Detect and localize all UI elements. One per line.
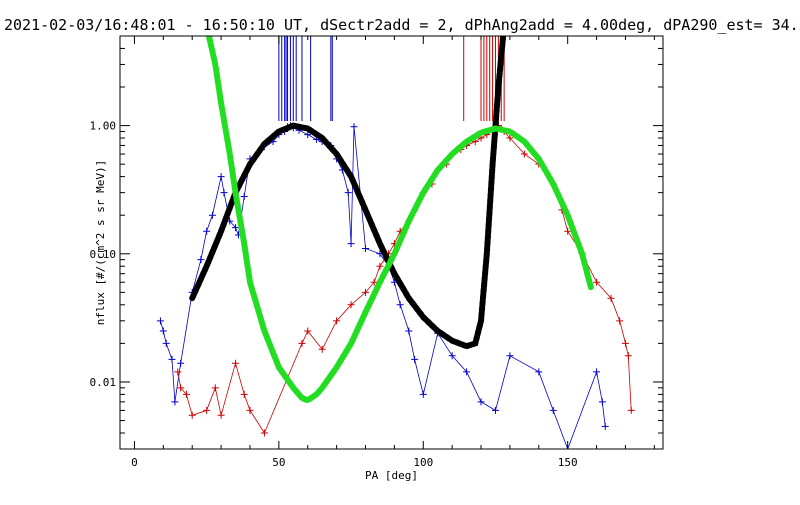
series-0-point-5 xyxy=(177,359,185,367)
series-0-point-49 xyxy=(549,406,557,414)
series-0-point-11 xyxy=(220,189,228,197)
series-0-point-32 xyxy=(347,240,355,248)
series-0-point-45 xyxy=(477,398,485,406)
series-0-point-2 xyxy=(162,339,170,347)
series-1-point-14 xyxy=(333,317,341,325)
series-0-point-31 xyxy=(344,189,352,197)
series-1-point-40 xyxy=(520,150,528,158)
series-0-point-33 xyxy=(350,123,358,131)
x-tick-label-0: 0 xyxy=(131,456,138,469)
series-1-point-13 xyxy=(318,345,326,353)
series-0-point-52 xyxy=(598,398,606,406)
series-0-point-7 xyxy=(197,256,205,264)
series-1-point-10 xyxy=(260,429,268,437)
y-tick-label-0: 0.01 xyxy=(90,376,117,389)
series-1-point-48 xyxy=(616,317,624,325)
series-1-point-47 xyxy=(607,294,615,302)
series-0-point-3 xyxy=(168,355,176,363)
series-0-point-48 xyxy=(535,368,543,376)
series-1-point-50 xyxy=(624,352,632,360)
series-0-point-51 xyxy=(593,368,601,376)
series-0-point-0 xyxy=(156,317,164,325)
series-3 xyxy=(205,36,594,404)
y-tick-label-2: 1.00 xyxy=(90,120,117,133)
x-tick-label-3: 150 xyxy=(558,456,578,469)
series-1-point-16 xyxy=(362,288,370,296)
series-1-point-49 xyxy=(621,339,629,347)
series-1-point-17 xyxy=(370,278,378,286)
series-line-0 xyxy=(160,125,606,449)
series-2 xyxy=(189,36,507,350)
y-tick-label-1: 0.10 xyxy=(90,248,117,261)
series-1-point-3 xyxy=(188,411,196,419)
series-1-point-46 xyxy=(593,278,601,286)
y-axis-label: nflux [#/(cm^2 s sr MeV)] xyxy=(94,160,107,326)
x-tick-label-2: 100 xyxy=(413,456,433,469)
series-0-point-41 xyxy=(419,390,427,398)
series-0-point-10 xyxy=(217,173,225,181)
series-0-point-44 xyxy=(463,368,471,376)
series-0-point-46 xyxy=(491,406,499,414)
series-1-point-4 xyxy=(203,406,211,414)
series-line-2 xyxy=(189,36,507,350)
series-0-point-38 xyxy=(396,301,404,309)
series-0-point-53 xyxy=(601,422,609,430)
series-0-point-1 xyxy=(159,327,167,335)
series-1-point-15 xyxy=(347,301,355,309)
x-axis-label: PA [deg] xyxy=(365,469,418,482)
chart-title: 2021-02-03/16:48:01 - 16:50:10 UT, dSect… xyxy=(4,16,800,34)
series-0-point-47 xyxy=(506,352,514,360)
x-tick-label-1: 50 xyxy=(272,456,285,469)
series-1-point-1 xyxy=(177,384,185,392)
series-0-point-13 xyxy=(232,224,240,232)
series-1-point-0 xyxy=(174,368,182,376)
series-1-point-5 xyxy=(211,384,219,392)
series-1-point-11 xyxy=(298,339,306,347)
series-1-point-18 xyxy=(376,262,384,270)
series-0-point-40 xyxy=(411,355,419,363)
series-0-point-43 xyxy=(448,352,456,360)
series-0-point-25 xyxy=(304,131,312,139)
series-1-point-39 xyxy=(506,134,514,142)
series-1-point-51 xyxy=(627,406,635,414)
series-1-point-9 xyxy=(246,406,254,414)
series-1 xyxy=(174,122,635,437)
series-1-point-8 xyxy=(240,390,248,398)
series-0-point-9 xyxy=(208,211,216,219)
series-0-point-34 xyxy=(362,244,370,252)
series-1-point-12 xyxy=(304,327,312,335)
series-1-point-44 xyxy=(564,227,572,235)
series-line-3 xyxy=(205,36,594,404)
series-1-point-2 xyxy=(182,390,190,398)
series-0-point-39 xyxy=(405,327,413,335)
series-0-point-8 xyxy=(203,227,211,235)
series-0-point-4 xyxy=(171,398,179,406)
series-1-point-7 xyxy=(232,359,240,367)
plot-frame xyxy=(119,35,664,450)
series-1-point-6 xyxy=(217,411,225,419)
series-0-point-15 xyxy=(240,192,248,200)
